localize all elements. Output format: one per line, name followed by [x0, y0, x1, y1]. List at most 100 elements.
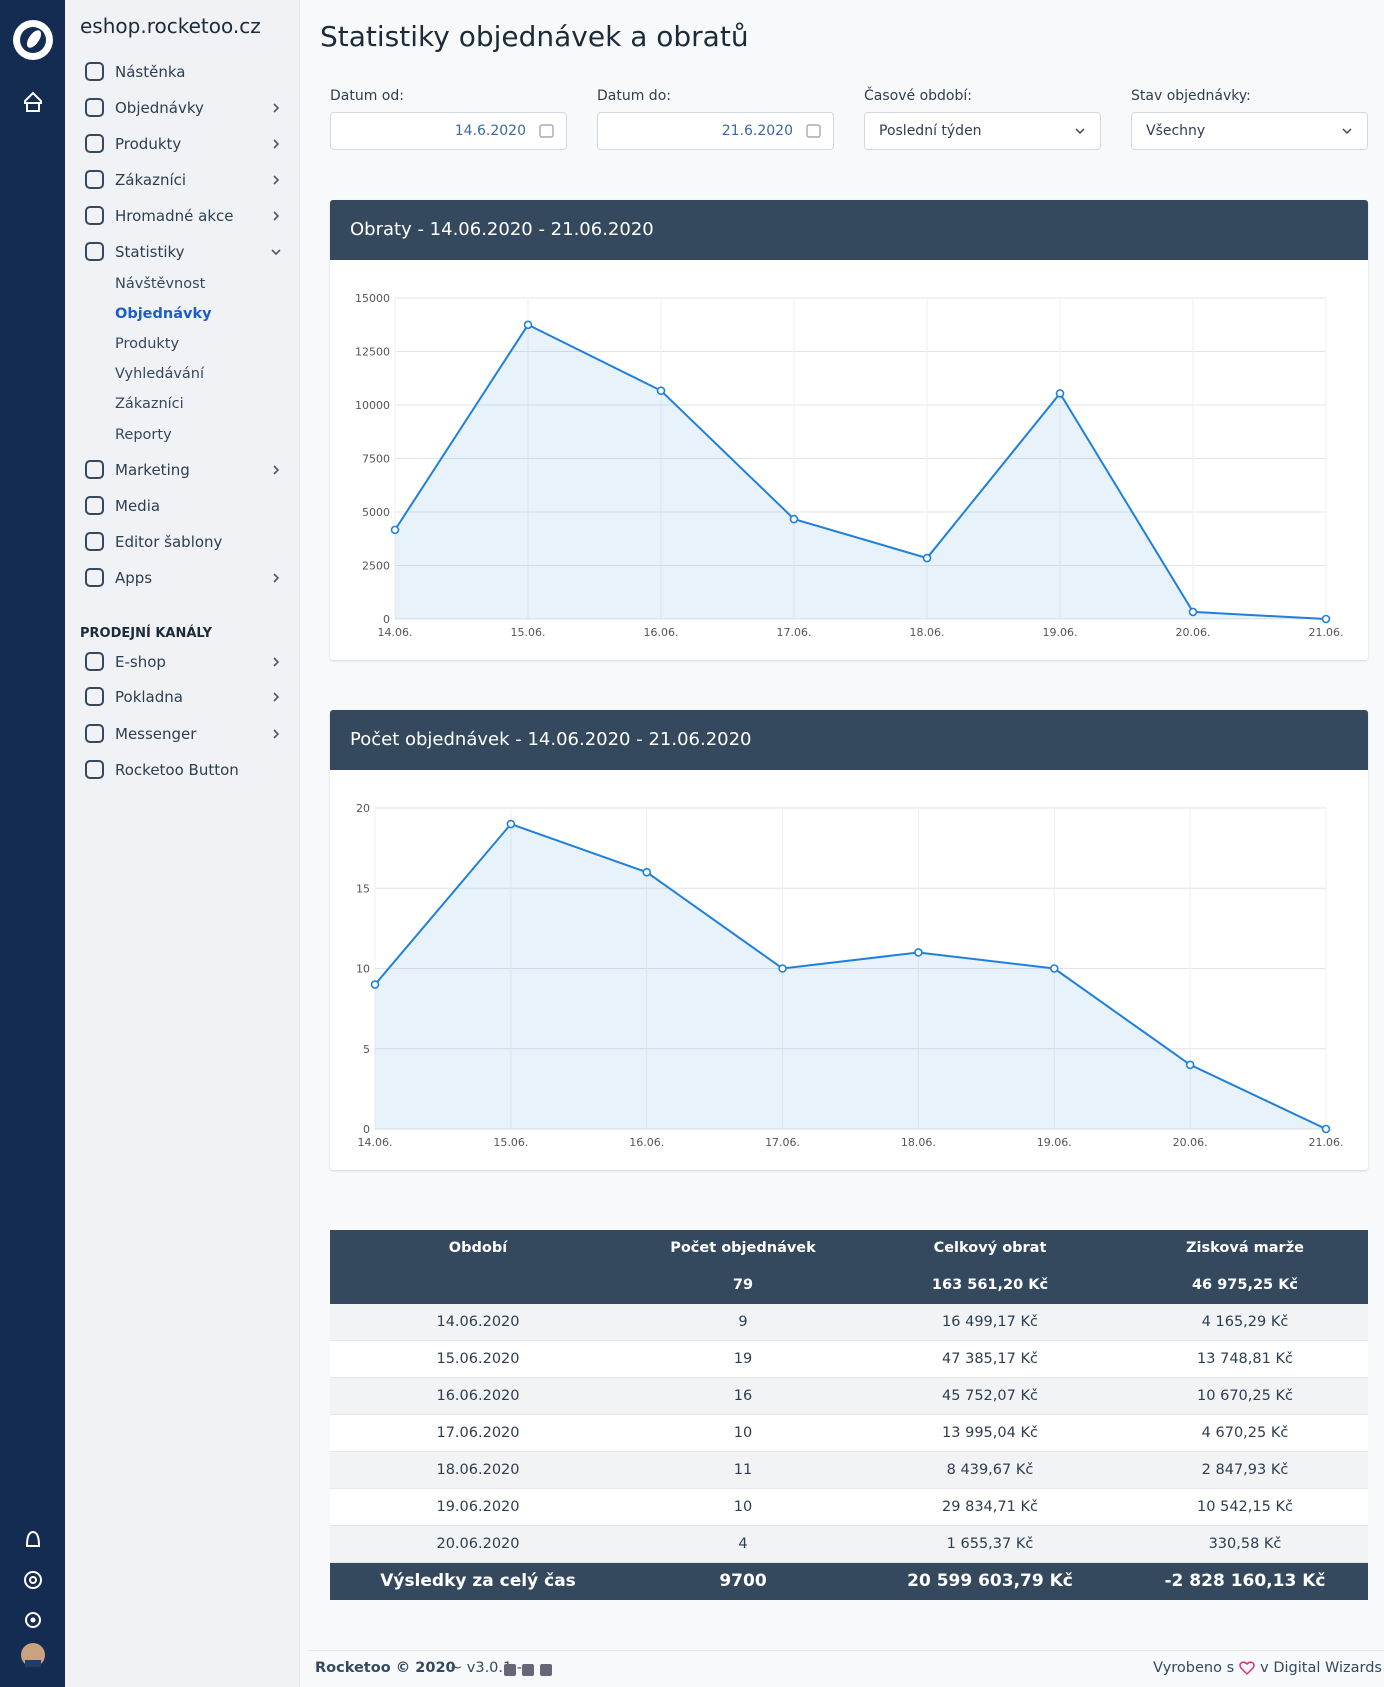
menu-icon [85, 98, 104, 117]
footer-made-text: Vyrobeno s [1153, 1660, 1235, 1676]
chart-title: Obraty - 14.06.2020 - 21.06.2020 [350, 219, 654, 240]
submenu-item[interactable]: Objednávky [115, 306, 212, 322]
chart-header [330, 200, 1368, 260]
page-title: Statistiky objednávek a obratů [320, 20, 749, 53]
chart-panel [330, 710, 1368, 1170]
chevron-path [273, 103, 280, 113]
icon-shape [85, 760, 104, 779]
body-cell: 10 542,15 Kč [1197, 1499, 1293, 1515]
filter-label: Datum od: [330, 88, 404, 104]
menu-icon [85, 532, 104, 551]
submenu-item[interactable]: Vyhledávání [115, 366, 205, 382]
menu-icon [85, 687, 104, 706]
icon-shape [806, 124, 821, 138]
table-row [330, 1415, 1368, 1452]
submenu-item[interactable]: Zákazníci [115, 396, 184, 412]
icon-shape [85, 568, 104, 587]
divider [299, 0, 300, 1687]
submenu-item[interactable]: Návštěvnost [115, 276, 206, 292]
chevron-path [273, 729, 280, 739]
body-cell: 18.06.2020 [436, 1462, 520, 1478]
channel-item[interactable]: Rocketoo Button [115, 761, 239, 779]
footer-cell: 9700 [719, 1571, 767, 1591]
filter-input[interactable]: 14.6.2020 [330, 112, 567, 150]
menu-item[interactable]: Statistiky [115, 243, 185, 261]
icon-shape [85, 460, 104, 479]
filter-input[interactable]: Všechny [1131, 112, 1368, 150]
icon-shape [85, 98, 104, 117]
footer-line [308, 1650, 1384, 1651]
submenu-item[interactable]: Produkty [115, 336, 180, 352]
chevron-path [273, 139, 280, 149]
chart-title: Počet objednávek - 14.06.2020 - 21.06.20… [350, 729, 752, 750]
table-row [330, 1526, 1368, 1563]
chevron [273, 573, 280, 583]
filter-label: Datum do: [597, 88, 671, 104]
body-cell: 47 385,17 Kč [942, 1351, 1038, 1367]
shop-name: eshop.rocketoo.cz [80, 14, 261, 38]
channel-item[interactable]: Messenger [115, 725, 197, 743]
menu-icon [85, 496, 104, 515]
body-cell: 10 [733, 1425, 753, 1441]
body-cell: 4 [738, 1536, 748, 1552]
total-cell: 46 975,25 Kč [1191, 1277, 1299, 1293]
chevron [273, 139, 280, 149]
body-cell: 8 439,67 Kč [946, 1462, 1034, 1478]
chevron [273, 692, 280, 702]
filter-value: Všechny [1146, 123, 1206, 139]
submenu-item[interactable]: Reporty [115, 427, 172, 443]
chevron [273, 211, 280, 221]
total-cell: 163 561,20 Kč [931, 1277, 1049, 1293]
social-icon [504, 1664, 516, 1676]
head-cell: Celkový obrat [933, 1240, 1047, 1256]
section-title: PRODEJNÍ KANÁLY [80, 626, 213, 641]
body-cell: 19.06.2020 [436, 1499, 520, 1515]
menu-item[interactable]: Objednávky [115, 99, 204, 117]
menu-icon [85, 242, 104, 261]
menu-item[interactable]: Nástěnka [115, 63, 186, 81]
chevron [273, 657, 280, 667]
menu-item[interactable]: Produkty [115, 135, 182, 153]
channel-item[interactable]: E-shop [115, 653, 166, 671]
head-cell: Počet objednávek [670, 1240, 816, 1256]
menu-item[interactable]: Media [115, 497, 161, 515]
menu-icon [85, 460, 104, 479]
chevron [273, 175, 280, 185]
footer-cell: 20 599 603,79 Kč [907, 1571, 1073, 1591]
rail-icons [13, 20, 53, 1667]
menu-item[interactable]: Zákazníci [115, 171, 187, 189]
body-cell: 16 [733, 1388, 753, 1404]
body-cell: 10 [733, 1499, 753, 1515]
menu-icon [85, 568, 104, 587]
menu-item[interactable]: Hromadné akce [115, 207, 234, 225]
icon-shape [85, 170, 104, 189]
body-cell: 330,58 Kč [1208, 1536, 1282, 1552]
menu-item[interactable]: Apps [115, 569, 153, 587]
table-foot [330, 1563, 1368, 1600]
sidebar [65, 0, 299, 1687]
body-cell: 13 748,81 Kč [1197, 1351, 1293, 1367]
filter-input[interactable]: Poslední týden [864, 112, 1101, 150]
total-cell: 79 [732, 1277, 754, 1293]
chevron-path [273, 657, 280, 667]
heart-icon [1239, 1661, 1255, 1676]
menu-item[interactable]: Marketing [115, 461, 190, 479]
icon-shape [85, 134, 104, 153]
icon-shape [1075, 128, 1085, 135]
body-cell: 13 995,04 Kč [942, 1425, 1038, 1441]
menu-item[interactable]: Editor šablony [115, 533, 223, 551]
chevron-path [273, 211, 280, 221]
body-cell: 10 670,25 Kč [1197, 1388, 1293, 1404]
icon-shape [85, 62, 104, 81]
chevron-path [273, 573, 280, 583]
body-cell: 20.06.2020 [436, 1536, 520, 1552]
icon-shape [1342, 128, 1352, 135]
icon-shape [85, 206, 104, 225]
filter-label: Časové období: [864, 88, 972, 104]
filter-input[interactable]: 21.6.2020 [597, 112, 834, 150]
select-arrow [1075, 128, 1085, 135]
channel-item[interactable]: Pokladna [115, 688, 183, 706]
icon-shape [539, 124, 554, 138]
social-icons [504, 1664, 552, 1676]
